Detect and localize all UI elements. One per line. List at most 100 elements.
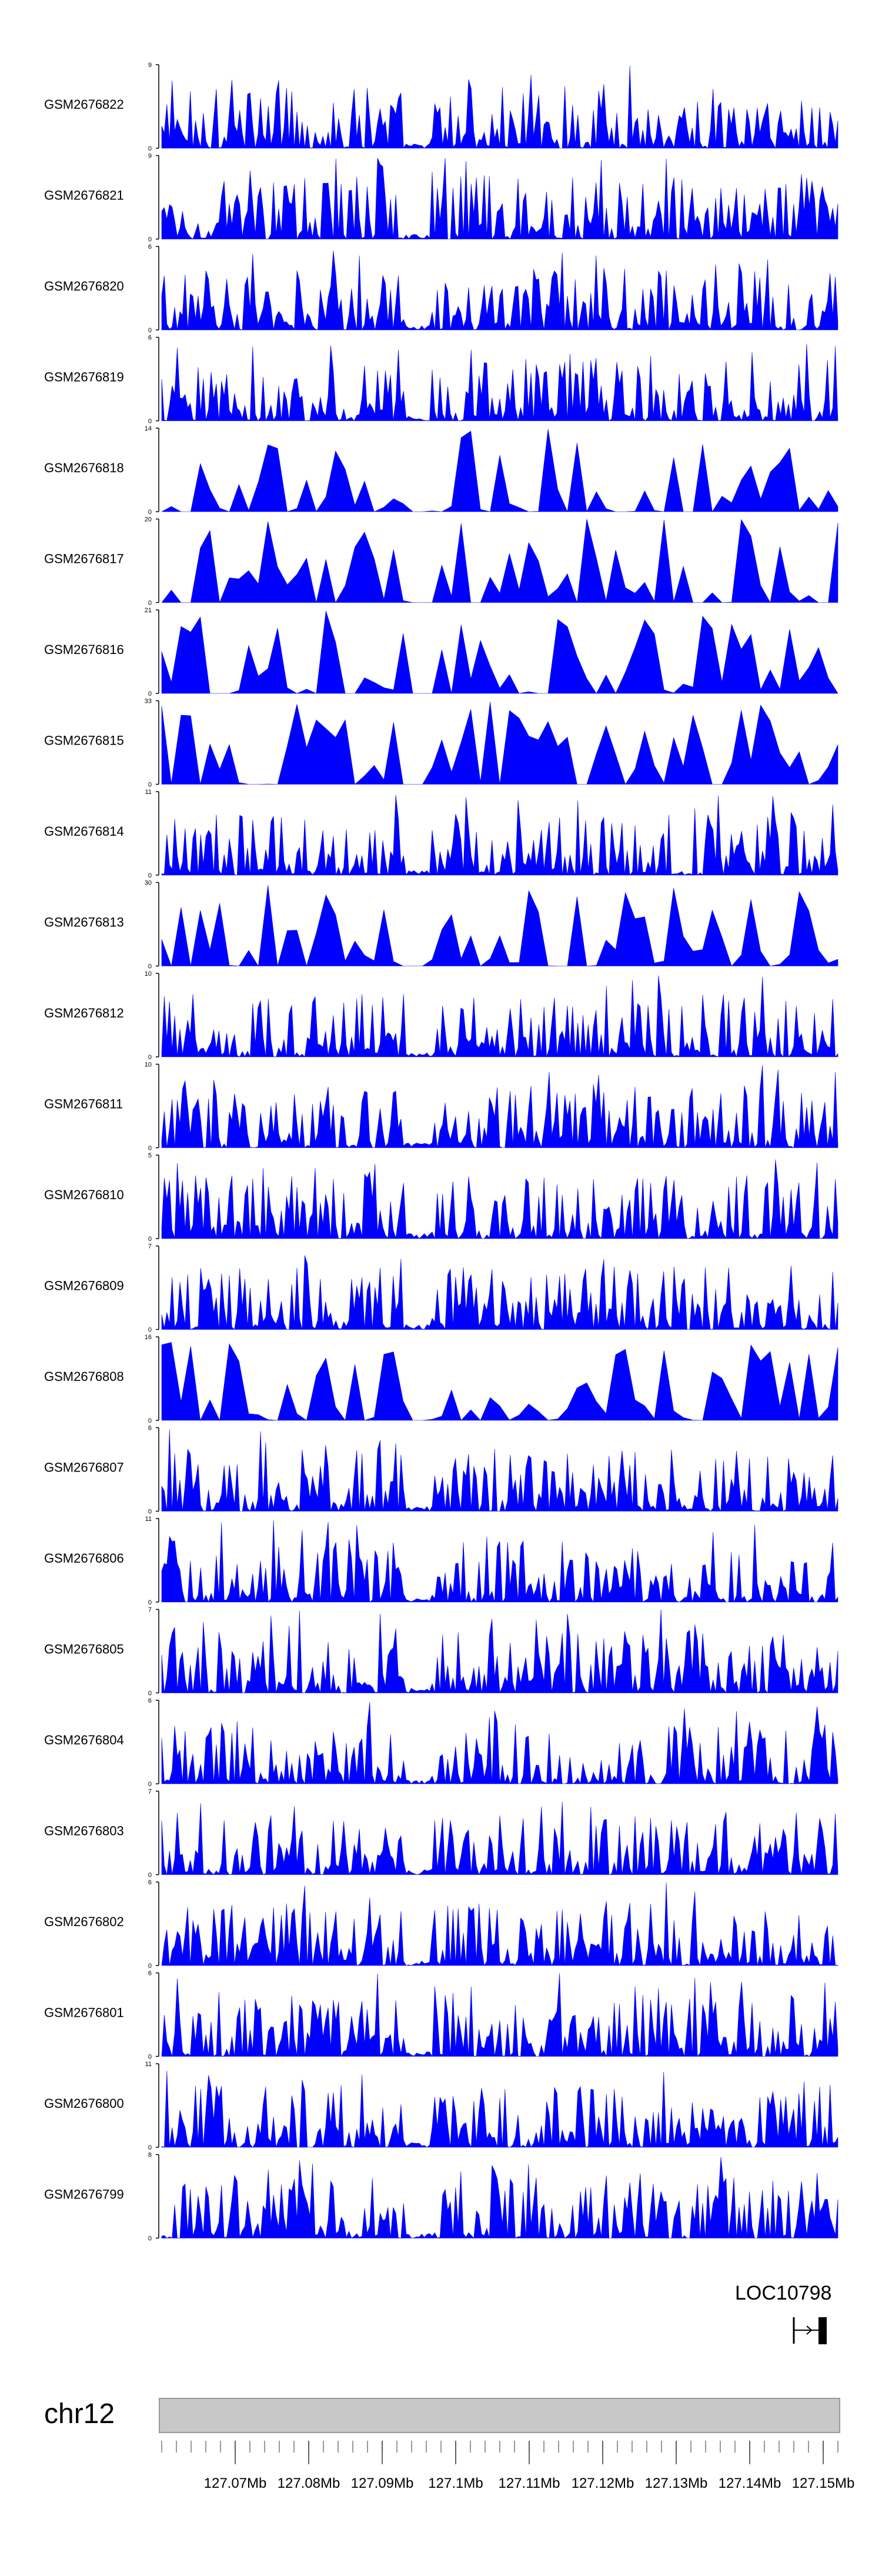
track-label: GSM2676804 bbox=[44, 1733, 124, 1747]
y-tick-min: 0 bbox=[148, 1145, 152, 1152]
track-label: GSM2676802 bbox=[44, 1914, 124, 1929]
coverage-area bbox=[161, 702, 838, 785]
coverage-area bbox=[161, 1159, 838, 1239]
y-tick-min: 0 bbox=[148, 600, 152, 607]
y-tick-max: 9 bbox=[148, 62, 152, 69]
y-tick-max: 7 bbox=[148, 1788, 152, 1796]
coverage-area bbox=[161, 429, 838, 513]
gene-label: LOC10798 bbox=[735, 2282, 831, 2304]
track-GSM2676806: GSM2676806 11 0 bbox=[44, 1516, 838, 1606]
track-label: GSM2676818 bbox=[44, 461, 124, 475]
track-GSM2676801: GSM2676801 6 0 bbox=[44, 1970, 838, 2061]
track-GSM2676817: GSM2676817 20 0 bbox=[44, 516, 838, 607]
track-label: GSM2676800 bbox=[44, 2096, 124, 2111]
track-GSM2676819: GSM2676819 6 0 bbox=[44, 335, 838, 425]
axis-tick-label: 127.09Mb bbox=[351, 2475, 414, 2491]
track-label: GSM2676812 bbox=[44, 1006, 124, 1020]
genomic-axis: 127.07Mb 127.08Mb 127.09Mb 127.1Mb 127.11Mb 1… bbox=[161, 2441, 854, 2491]
track-label: GSM2676819 bbox=[44, 370, 124, 385]
coverage-area bbox=[161, 795, 838, 876]
y-tick-max: 10 bbox=[145, 970, 152, 977]
y-tick-max: 9 bbox=[148, 153, 152, 160]
track-label: GSM2676816 bbox=[44, 642, 124, 657]
y-tick-min: 0 bbox=[148, 690, 152, 698]
coverage-area bbox=[161, 1065, 838, 1149]
y-tick-min: 0 bbox=[148, 1236, 152, 1243]
y-tick-max: 8 bbox=[148, 2152, 152, 2159]
y-tick-min: 0 bbox=[148, 963, 152, 970]
coverage-area bbox=[161, 2070, 838, 2148]
coverage-area bbox=[161, 1255, 838, 1330]
chromosome-ideogram bbox=[159, 2398, 840, 2433]
track-GSM2676808: GSM2676808 16 0 bbox=[44, 1334, 838, 1424]
y-tick-min: 0 bbox=[148, 418, 152, 425]
axis-tick-label: 127.08Mb bbox=[278, 2475, 340, 2491]
track-GSM2676811: GSM2676811 10 0 bbox=[44, 1062, 838, 1152]
track-label: GSM2676799 bbox=[44, 2187, 124, 2202]
track-GSM2676818: GSM2676818 14 0 bbox=[44, 425, 838, 516]
axis-tick-label: 127.11Mb bbox=[499, 2475, 560, 2491]
track-GSM2676810: GSM2676810 5 0 bbox=[44, 1152, 838, 1243]
coverage-area bbox=[161, 885, 838, 967]
track-label: GSM2676808 bbox=[44, 1369, 124, 1384]
track-GSM2676809: GSM2676809 7 0 bbox=[44, 1243, 838, 1334]
track-label: GSM2676815 bbox=[44, 733, 124, 748]
y-tick-max: 14 bbox=[145, 425, 152, 432]
y-tick-min: 0 bbox=[148, 782, 152, 789]
y-tick-min: 0 bbox=[148, 1327, 152, 1334]
coverage-area bbox=[161, 1801, 838, 1876]
coverage-area bbox=[161, 1520, 838, 1603]
track-GSM2676821: GSM2676821 9 0 bbox=[44, 153, 838, 243]
track-label: GSM2676801 bbox=[44, 2006, 124, 2020]
axis-tick-label: 127.12Mb bbox=[572, 2475, 634, 2491]
track-label: GSM2676817 bbox=[44, 552, 124, 566]
y-tick-max: 6 bbox=[148, 335, 152, 342]
track-label: GSM2676822 bbox=[44, 97, 124, 112]
y-tick-max: 33 bbox=[145, 698, 152, 705]
axis-tick-label: 127.14Mb bbox=[719, 2475, 781, 2491]
y-tick-max: 6 bbox=[148, 1425, 152, 1432]
y-tick-min: 0 bbox=[148, 2054, 152, 2061]
chromosome-label: chr12 bbox=[44, 2398, 115, 2430]
y-tick-min: 0 bbox=[148, 1690, 152, 1697]
track-label: GSM2676806 bbox=[44, 1551, 124, 1566]
track-label: GSM2676813 bbox=[44, 915, 124, 930]
y-tick-max: 7 bbox=[148, 1607, 152, 1614]
y-tick-min: 0 bbox=[148, 872, 152, 879]
track-GSM2676820: GSM2676820 6 0 bbox=[44, 243, 838, 334]
y-tick-max: 7 bbox=[148, 1243, 152, 1250]
coverage-tracks: GSM267682290GSM267682190GSM267682060GSM2… bbox=[44, 62, 838, 2243]
y-tick-min: 0 bbox=[148, 1054, 152, 1061]
coverage-area bbox=[161, 1973, 838, 2057]
y-tick-max: 16 bbox=[145, 1334, 152, 1341]
coverage-area bbox=[161, 1609, 838, 1694]
track-GSM2676805: GSM2676805 7 0 bbox=[44, 1607, 838, 1697]
y-tick-max: 10 bbox=[145, 1062, 152, 1069]
axis-tick-label: 127.1Mb bbox=[428, 2475, 483, 2491]
y-tick-min: 0 bbox=[148, 2235, 152, 2243]
coverage-area bbox=[161, 975, 838, 1058]
y-tick-max: 11 bbox=[145, 1516, 152, 1523]
coverage-area bbox=[161, 251, 838, 331]
track-label: GSM2676803 bbox=[44, 1824, 124, 1838]
gene-annotation-track: LOC10798 bbox=[735, 2282, 831, 2344]
y-tick-min: 0 bbox=[148, 1417, 152, 1424]
coverage-area bbox=[161, 2157, 838, 2239]
track-GSM2676812: GSM2676812 10 0 bbox=[44, 970, 838, 1061]
track-GSM2676814: GSM2676814 11 0 bbox=[44, 789, 838, 879]
y-tick-min: 0 bbox=[148, 1781, 152, 1788]
track-label: GSM2676821 bbox=[44, 188, 124, 203]
track-GSM2676799: GSM2676799 8 0 bbox=[44, 2152, 838, 2243]
track-label: GSM2676807 bbox=[44, 1460, 124, 1475]
y-tick-min: 0 bbox=[148, 1509, 152, 1516]
y-tick-max: 20 bbox=[145, 516, 152, 523]
track-GSM2676815: GSM2676815 33 0 bbox=[44, 698, 838, 789]
y-tick-min: 0 bbox=[148, 236, 152, 243]
axis-tick-label: 127.13Mb bbox=[645, 2475, 708, 2491]
track-GSM2676804: GSM2676804 6 0 bbox=[44, 1697, 838, 1788]
track-label: GSM2676814 bbox=[44, 824, 124, 839]
strand-arrow-icon bbox=[806, 2325, 813, 2335]
coverage-area bbox=[161, 1882, 838, 1966]
y-tick-max: 6 bbox=[148, 1970, 152, 1977]
y-tick-max: 6 bbox=[148, 1697, 152, 1704]
